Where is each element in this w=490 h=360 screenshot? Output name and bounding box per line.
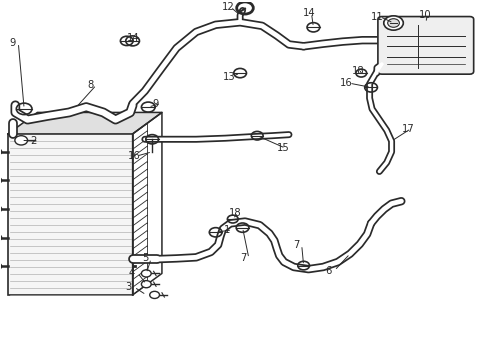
Circle shape xyxy=(0,206,1,212)
Text: 7: 7 xyxy=(240,253,246,264)
Text: 16: 16 xyxy=(128,151,141,161)
Text: 9: 9 xyxy=(9,38,16,48)
Text: 10: 10 xyxy=(418,10,431,20)
Text: 13: 13 xyxy=(223,72,236,82)
Text: 7: 7 xyxy=(293,240,299,250)
Text: 5: 5 xyxy=(143,253,149,264)
Text: 9: 9 xyxy=(152,99,159,108)
Text: 18: 18 xyxy=(351,66,364,76)
Text: 14: 14 xyxy=(127,33,139,43)
Circle shape xyxy=(142,280,151,288)
Bar xyxy=(8,134,133,295)
Circle shape xyxy=(0,149,1,155)
Circle shape xyxy=(15,136,27,145)
Text: 1: 1 xyxy=(223,225,230,235)
Text: 2: 2 xyxy=(30,136,36,146)
Circle shape xyxy=(388,19,399,27)
Text: 18: 18 xyxy=(229,208,242,218)
Text: 3: 3 xyxy=(125,282,131,292)
Polygon shape xyxy=(8,112,162,134)
Circle shape xyxy=(0,177,1,184)
Circle shape xyxy=(0,234,1,241)
Text: 16: 16 xyxy=(340,78,353,88)
FancyBboxPatch shape xyxy=(378,17,474,74)
Circle shape xyxy=(0,263,1,270)
Text: 11: 11 xyxy=(371,12,384,22)
Text: 12: 12 xyxy=(221,2,234,12)
Circle shape xyxy=(150,291,159,298)
Text: 6: 6 xyxy=(326,266,332,275)
Text: 15: 15 xyxy=(277,143,290,153)
Text: 14: 14 xyxy=(303,8,315,18)
Circle shape xyxy=(142,270,151,277)
Text: 4: 4 xyxy=(129,268,135,278)
Text: 8: 8 xyxy=(88,80,94,90)
Text: 17: 17 xyxy=(402,123,415,134)
Circle shape xyxy=(384,16,403,30)
